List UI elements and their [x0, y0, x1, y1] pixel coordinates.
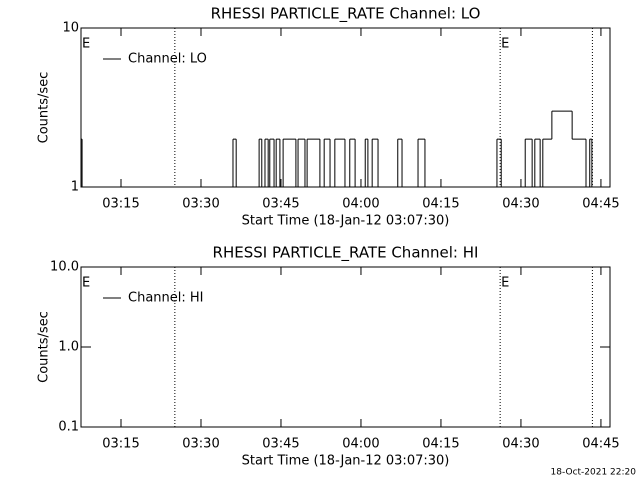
x-tick-label: 04:45 — [582, 197, 619, 212]
legend-label: Channel: HI — [128, 291, 204, 306]
chart-title: RHESSI PARTICLE_RATE Channel: LO — [211, 5, 481, 24]
y-tick-label: 0.1 — [58, 420, 79, 435]
event-label: E — [501, 276, 509, 291]
y-axis-label: Counts/sec — [37, 311, 52, 383]
y-axis-label: Counts/sec — [37, 72, 52, 144]
chart-title: RHESSI PARTICLE_RATE Channel: HI — [213, 244, 479, 263]
x-tick-label: 04:00 — [342, 197, 379, 212]
y-tick-label: 10.0 — [50, 260, 79, 275]
x-tick-label: 03:30 — [182, 197, 219, 212]
x-axis-label: Start Time (18-Jan-12 03:07:30) — [242, 454, 450, 469]
x-tick-label: 03:15 — [102, 437, 139, 452]
event-label: E — [82, 276, 90, 291]
x-tick-label: 03:15 — [102, 197, 139, 212]
x-tick-label: 04:30 — [502, 437, 539, 452]
x-tick-label: 04:15 — [422, 197, 459, 212]
x-tick-label: 04:00 — [342, 437, 379, 452]
x-tick-label: 04:45 — [582, 437, 619, 452]
y-tick-label: 1 — [71, 180, 79, 195]
footer: 18-Oct-2021 22:20 — [551, 468, 637, 478]
x-tick-label: 03:30 — [182, 437, 219, 452]
x-tick-label: 04:30 — [502, 197, 539, 212]
y-tick-label: 1.0 — [58, 340, 79, 355]
x-tick-label: 03:45 — [262, 197, 299, 212]
y-tick-label: 10 — [62, 21, 79, 36]
legend-label: Channel: LO — [128, 52, 207, 67]
x-axis-label: Start Time (18-Jan-12 03:07:30) — [242, 214, 450, 229]
x-tick-label: 04:15 — [422, 437, 459, 452]
event-label: E — [501, 37, 509, 52]
event-label: E — [82, 37, 90, 52]
x-tick-label: 03:45 — [262, 437, 299, 452]
